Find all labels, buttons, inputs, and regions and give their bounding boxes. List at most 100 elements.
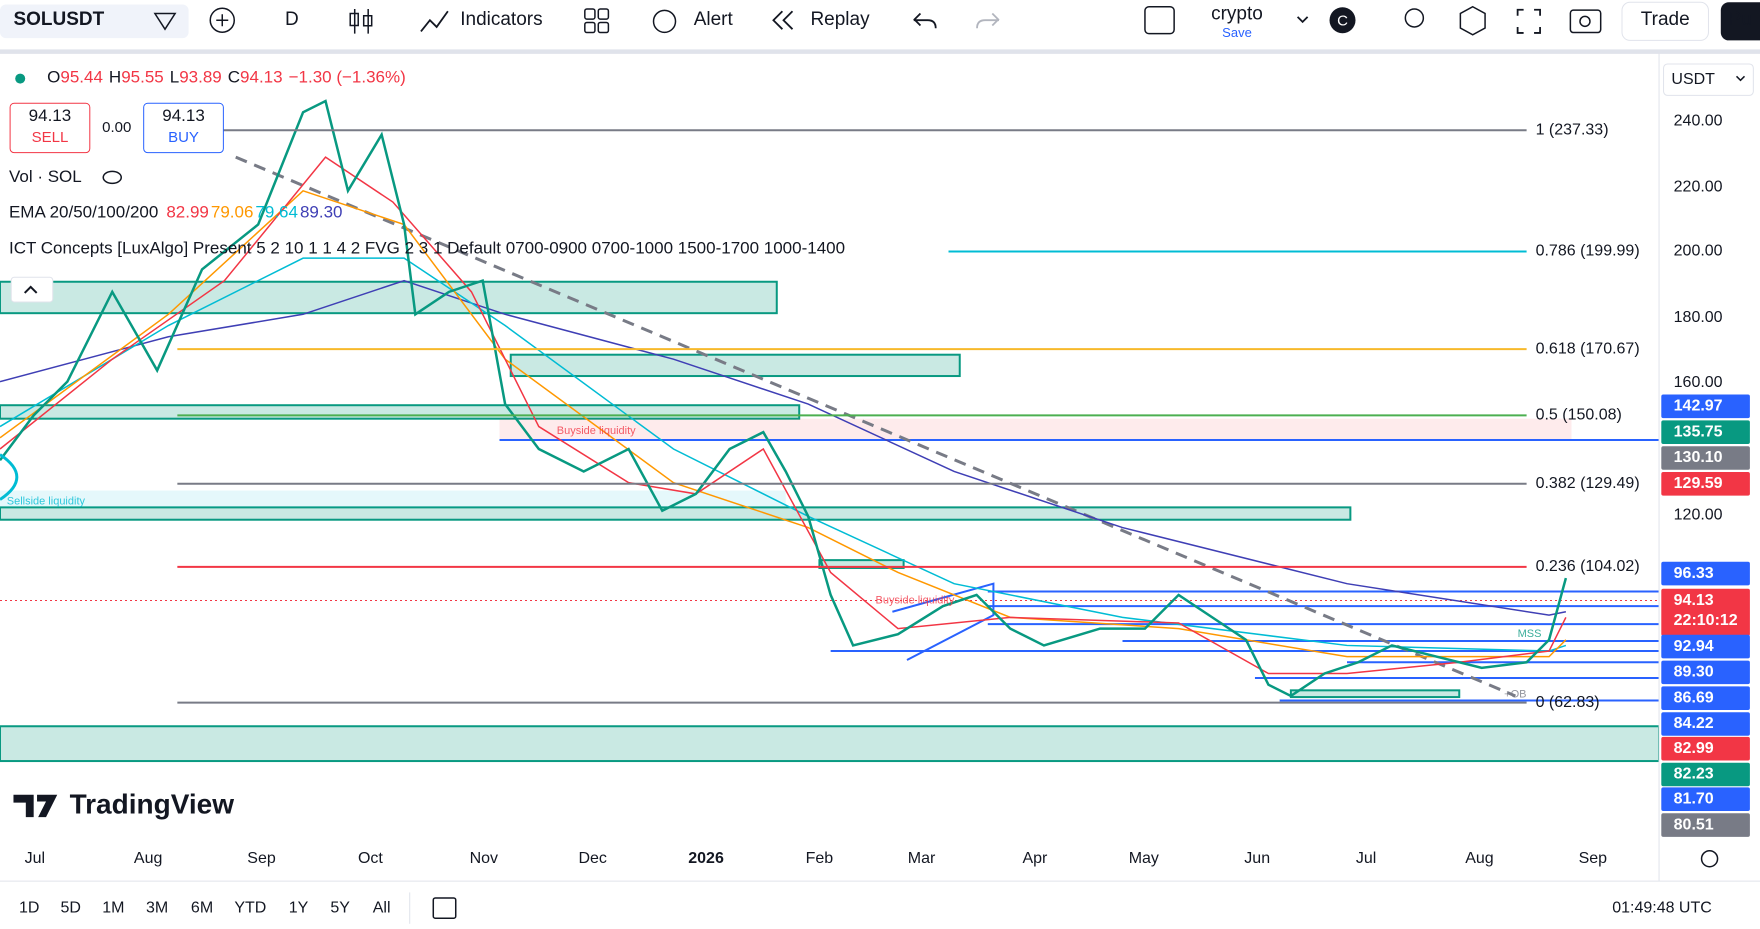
chart-area: 1 (237.33) 0.786 (199.99) 0.618 (170.67) 0.… (0, 99, 1661, 763)
price-label: 84.22 (1674, 715, 1714, 732)
brand-logo (13, 794, 58, 818)
indicators-icon (420, 10, 449, 32)
price-label-box (1661, 561, 1750, 586)
price-label-box (1661, 420, 1750, 444)
ohlc-key: C (228, 68, 240, 87)
price-label-box (1661, 394, 1750, 419)
price-label-box (1661, 660, 1750, 685)
ema-value: 89.30 (300, 203, 343, 222)
fvg-zone (0, 404, 801, 420)
range-button[interactable]: 1Y (289, 899, 309, 916)
ema-50 (0, 189, 1567, 658)
hide-icon[interactable] (102, 170, 122, 185)
search-icon[interactable] (1404, 8, 1425, 28)
price-label: 82.23 (1674, 766, 1714, 783)
time-label: Aug (1465, 850, 1493, 867)
price-tick-label: 200.00 (1674, 243, 1723, 260)
time-label: Oct (358, 850, 383, 867)
price-label: 135.75 (1674, 423, 1723, 440)
sell-price: 94.13 (29, 106, 72, 125)
fullscreen-icon[interactable] (1516, 8, 1541, 34)
range-button[interactable]: 1M (102, 899, 124, 916)
ohlc-value: 95.44 (60, 68, 103, 87)
status-dot (15, 73, 26, 84)
time-label: Sep (1579, 850, 1608, 867)
symbol-field[interactable] (0, 4, 189, 39)
liquidity-zone (499, 418, 1572, 441)
replay[interactable]: Replay (810, 9, 870, 30)
ohlc-value: 94.13 (240, 68, 283, 87)
date-range-icon[interactable] (432, 897, 457, 919)
avatar-circle[interactable] (1329, 7, 1356, 34)
publish-button[interactable] (1720, 2, 1760, 41)
time-label: May (1129, 850, 1159, 867)
time-label: Jul (1356, 850, 1376, 867)
ohlc-value: 95.55 (121, 68, 164, 87)
indicators[interactable]: Indicators (460, 9, 542, 30)
fib-label: 0 (62.83) (1536, 694, 1600, 711)
range-button[interactable]: 3M (146, 899, 168, 916)
channel-line (892, 582, 995, 661)
price-tick-label: 220.00 (1674, 179, 1723, 196)
alert[interactable]: Alert (694, 9, 734, 30)
ema-100 (0, 257, 1567, 652)
trade-button[interactable] (1621, 1, 1709, 41)
settings-icon[interactable] (1459, 5, 1486, 36)
redo-icon[interactable] (976, 12, 1000, 29)
fib-label: 1 (237.33) (1536, 121, 1609, 138)
price-label-box (1661, 634, 1750, 659)
ema-name: EMA 20/50/100/200 (9, 203, 158, 222)
annotation: +OB (1504, 689, 1526, 701)
ema-20 (0, 156, 1567, 675)
settings-icon[interactable] (1700, 849, 1719, 868)
chart-type-icon[interactable] (349, 8, 373, 34)
time-label: Feb (806, 850, 834, 867)
range-button[interactable]: YTD (234, 899, 266, 916)
ema-200 (0, 279, 1567, 616)
price-label: 142.97 (1674, 398, 1723, 415)
ohlc-change: −1.30 (−1.36%) (289, 68, 406, 87)
fib-label: 0.5 (150.08) (1536, 407, 1622, 424)
fib-label: 0.786 (199.99) (1536, 243, 1640, 260)
trade: Trade (1641, 9, 1690, 30)
sell-button[interactable] (9, 102, 91, 154)
liquidity-zone (0, 490, 786, 508)
symbol-icon (153, 12, 177, 31)
currency-button[interactable] (1663, 63, 1754, 96)
annotation: Buyside liquidity (557, 425, 636, 437)
fvg-zone (509, 353, 961, 378)
undo-icon[interactable] (913, 12, 937, 29)
range-button[interactable]: 6M (191, 899, 213, 916)
spread: 0.00 (102, 119, 131, 136)
layout-name[interactable]: crypto (1211, 4, 1263, 25)
publish: Pu (1729, 9, 1752, 30)
price-label: 82.99 (1674, 740, 1714, 757)
interval[interactable]: D (285, 9, 299, 30)
range-button[interactable]: All (373, 899, 391, 916)
range-button[interactable]: 1D (19, 899, 39, 916)
camera-icon[interactable] (1569, 9, 1602, 34)
layout-button[interactable] (1144, 5, 1175, 35)
annotation: MSS (1518, 628, 1542, 640)
volume-legend: Vol · SOL (9, 167, 82, 186)
add-symbol[interactable] (209, 7, 236, 33)
fvg-zone (0, 725, 1661, 763)
time-label: Apr (1022, 850, 1048, 867)
layout-icon (584, 8, 596, 20)
ohlc-key: O (47, 68, 60, 87)
buy-button[interactable] (143, 102, 224, 154)
annotation: Sellside liquidity (7, 496, 86, 508)
toolbar-separator (0, 49, 1760, 54)
annotation: Buyside liquidity (876, 594, 955, 606)
range-button[interactable]: 5Y (330, 899, 350, 916)
ema-value: 79.06 (211, 203, 254, 222)
chevron (1735, 75, 1746, 82)
time-label: 2026 (688, 850, 724, 867)
price-label: 96.33 (1674, 565, 1714, 582)
trend-line (235, 155, 1516, 698)
replay-icon (772, 10, 794, 30)
buy-price: 94.13 (162, 106, 205, 125)
range-button[interactable]: 5D (60, 899, 80, 916)
